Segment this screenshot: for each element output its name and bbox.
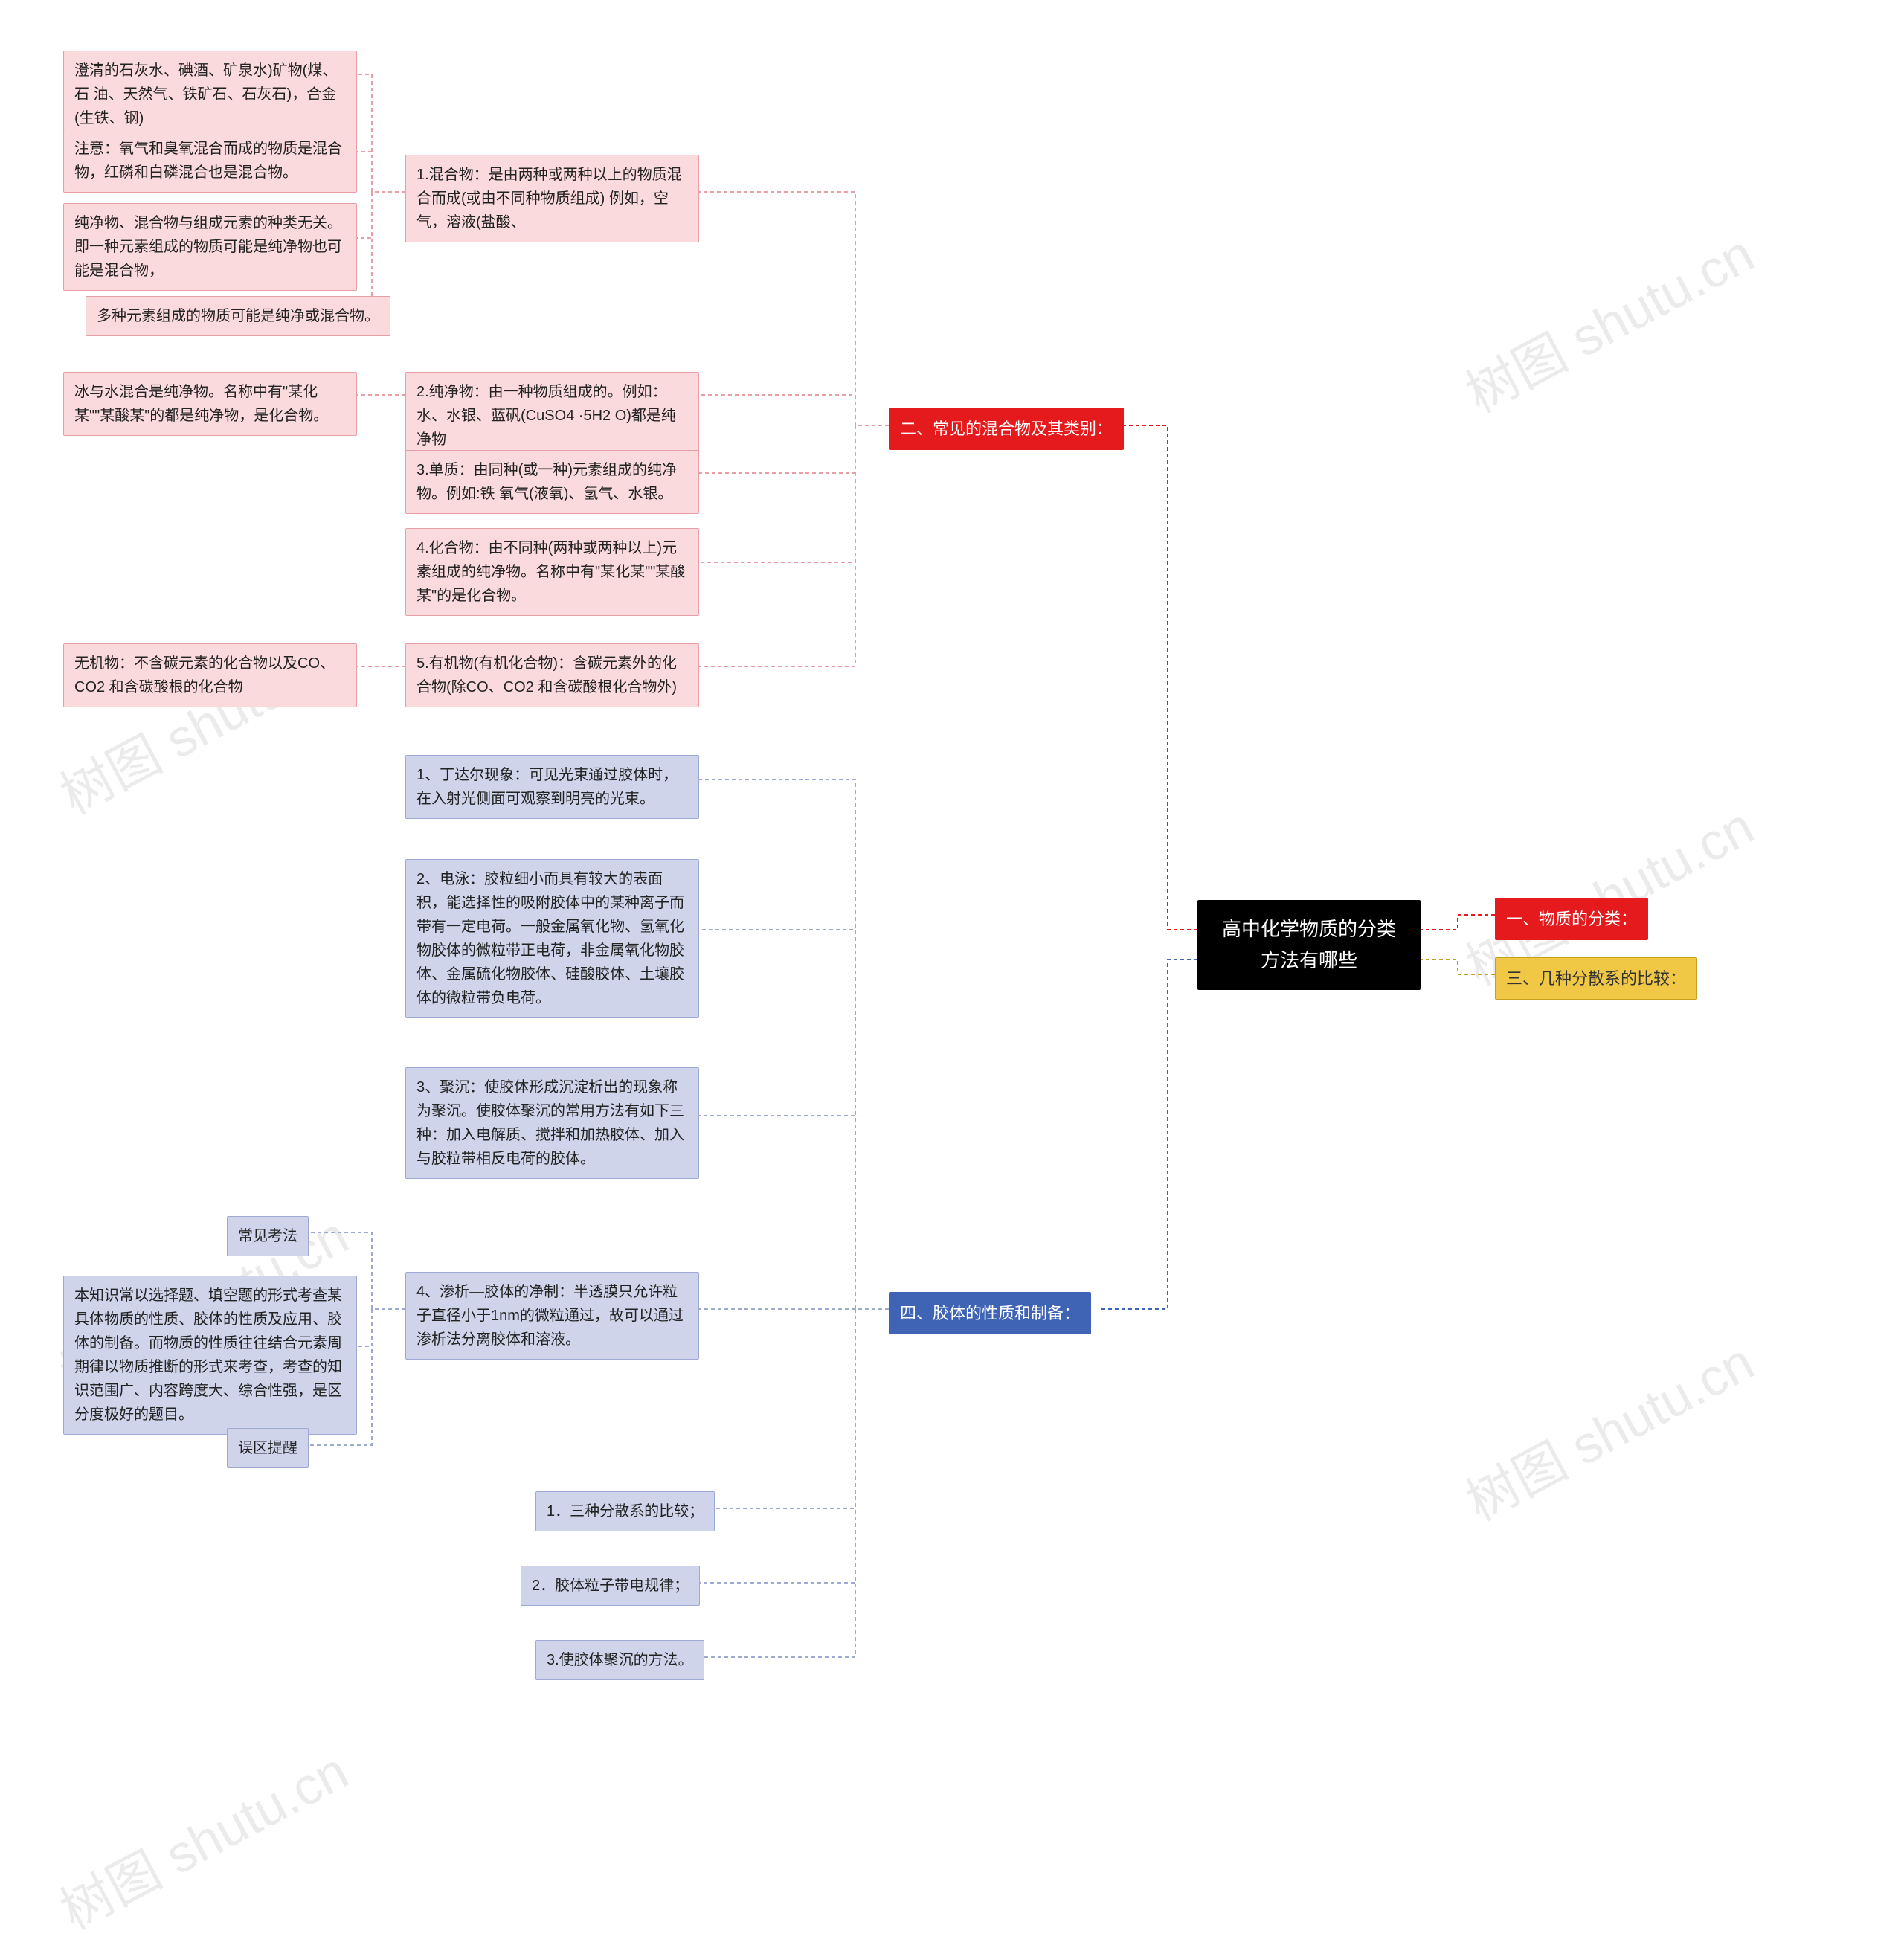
b2-item-2: 2.纯净物：由一种物质组成的。例如：水、水银、蓝矾(CuSO4 ·5H2 O)都…	[405, 372, 699, 460]
b2-item-1: 1.混合物：是由两种或两种以上的物质混合而成(或由不同种物质组成) 例如，空气，…	[405, 155, 699, 242]
b4-4-child-2: 本知识常以选择题、填空题的形式考查某具体物质的性质、胶体的性质及应用、胶体的制备…	[63, 1276, 357, 1435]
b2-item-4: 4.化合物：由不同种(两种或两种以上)元素组成的纯净物。名称中有"某化某""某酸…	[405, 528, 699, 616]
watermark: 树图 shutu.cn	[1451, 1321, 1765, 1535]
b4-item-1: 1、丁达尔现象：可见光束通过胶体时，在入射光侧面可观察到明亮的光束。	[405, 755, 699, 819]
branch-4: 四、胶体的性质和制备：	[889, 1292, 1091, 1334]
b2-2-child-1: 冰与水混合是纯净物。名称中有"某化某""某酸某"的都是纯净物，是化合物。	[63, 372, 357, 436]
watermark: 树图 shutu.cn	[1451, 213, 1765, 427]
b2-item-3: 3.单质：由同种(或一种)元素组成的纯净物。例如:铁 氧气(液氧)、氢气、水银。	[405, 450, 699, 514]
branch-1: 一、物质的分类：	[1495, 898, 1648, 940]
b4-4-child-1: 常见考法	[227, 1216, 309, 1256]
b4-item-5: 1．三种分散系的比较；	[536, 1491, 715, 1531]
branch-2: 二、常见的混合物及其类别：	[889, 408, 1124, 450]
b2-1-child-3: 纯净物、混合物与组成元素的种类无关。即一种元素组成的物质可能是纯净物也可能是混合…	[63, 203, 357, 291]
b4-item-6: 2．胶体粒子带电规律；	[521, 1566, 700, 1606]
b2-1-child-1: 澄清的石灰水、碘酒、矿泉水)矿物(煤、石 油、天然气、铁矿石、石灰石)，合金(生…	[63, 51, 357, 138]
b2-1-child-2: 注意：氧气和臭氧混合而成的物质是混合物，红磷和白磷混合也是混合物。	[63, 129, 357, 193]
b2-1-child-4: 多种元素组成的物质可能是纯净或混合物。	[86, 296, 390, 336]
b4-item-2: 2、电泳：胶粒细小而具有较大的表面积，能选择性的吸附胶体中的某种离子而带有一定电…	[405, 859, 699, 1018]
branch-3: 三、几种分散系的比较：	[1495, 957, 1697, 1000]
watermark: 树图 shutu.cn	[45, 1730, 359, 1944]
b2-5-child-1: 无机物：不含碳元素的化合物以及CO、CO2 和含碳酸根的化合物	[63, 643, 357, 707]
b4-item-3: 3、聚沉：使胶体形成沉淀析出的现象称为聚沉。使胶体聚沉的常用方法有如下三种：加入…	[405, 1067, 699, 1179]
b4-item-7: 3.使胶体聚沉的方法。	[536, 1640, 704, 1680]
b4-item-4: 4、渗析—胶体的净制：半透膜只允许粒子直径小于1nm的微粒通过，故可以通过渗析法…	[405, 1272, 699, 1360]
b4-4-child-3: 误区提醒	[227, 1428, 309, 1468]
root-node: 高中化学物质的分类方法有哪些	[1197, 900, 1421, 990]
b2-item-5: 5.有机物(有机化合物)：含碳元素外的化合物(除CO、CO2 和含碳酸根化合物外…	[405, 643, 699, 707]
